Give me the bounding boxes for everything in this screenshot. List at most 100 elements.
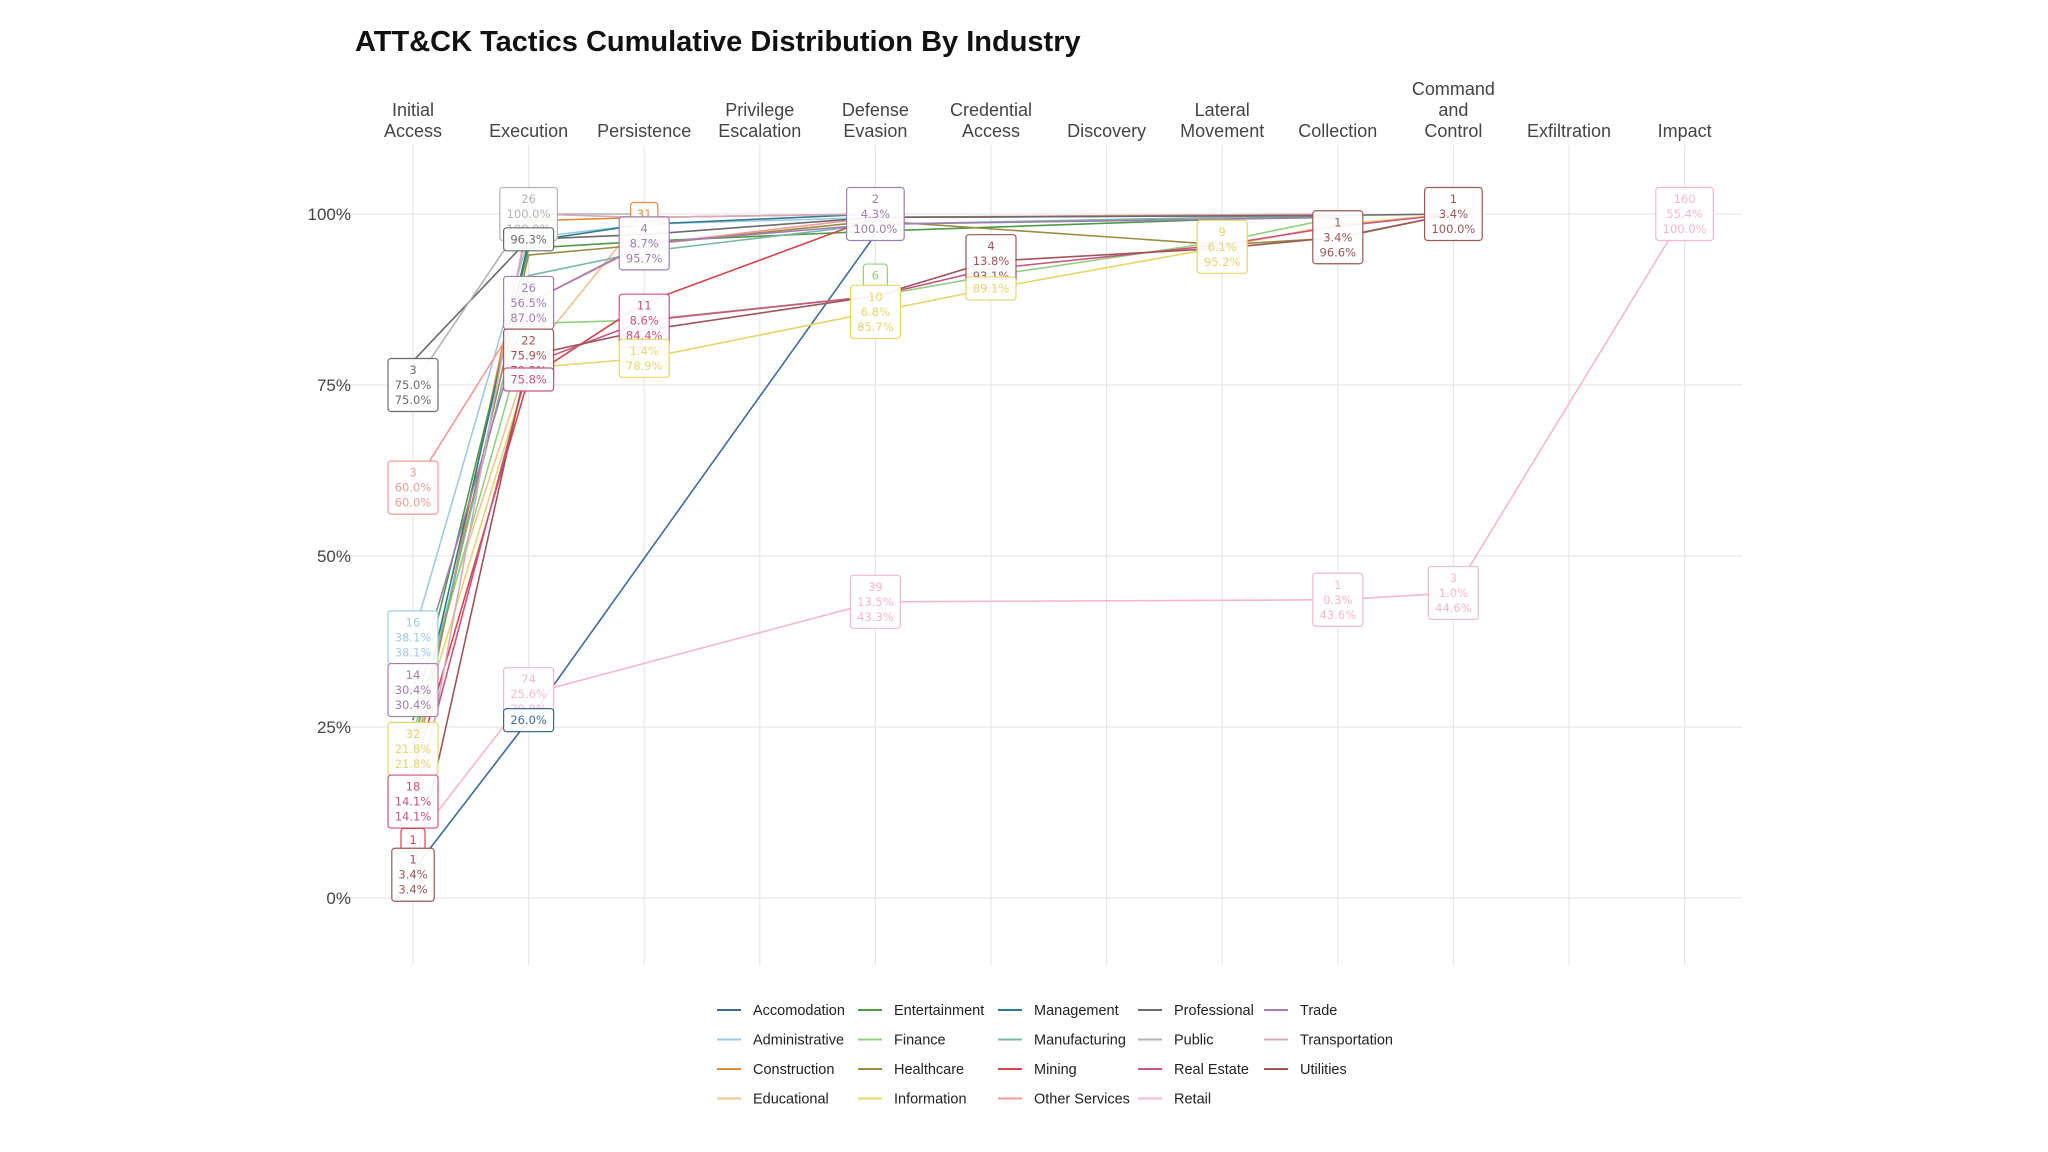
data-label-box bbox=[849, 284, 902, 339]
data-label-text: 32 bbox=[406, 727, 421, 741]
data-label-text: 56.5% bbox=[510, 296, 547, 310]
data-label-text: 60.0% bbox=[395, 496, 432, 510]
x-category-label: Escalation bbox=[718, 121, 801, 141]
y-tick-label: 0% bbox=[326, 889, 351, 908]
legend-label: Information bbox=[894, 1092, 967, 1108]
data-label-text: 1 bbox=[409, 853, 416, 867]
data-label-box bbox=[845, 186, 905, 242]
x-category-label: Access bbox=[962, 121, 1020, 141]
data-label-text: 10 bbox=[868, 290, 883, 304]
legend-item: Healthcare bbox=[858, 1062, 964, 1078]
data-label: 6 bbox=[862, 263, 889, 288]
legend-label: Public bbox=[1174, 1033, 1214, 1049]
data-label-text: 14.1% bbox=[395, 810, 432, 824]
data-label-box bbox=[387, 662, 439, 718]
data-label: 13.4%96.6% bbox=[1312, 210, 1364, 265]
x-category-label: Impact bbox=[1658, 121, 1712, 141]
data-label: 26.0% bbox=[503, 708, 555, 733]
data-label-text: 13.5% bbox=[857, 595, 894, 609]
data-label-text: 75.0% bbox=[395, 378, 432, 392]
series-line bbox=[412, 213, 1454, 875]
x-category-label: Control bbox=[1424, 121, 1482, 141]
data-label-text: 1.4% bbox=[630, 344, 659, 358]
series-line bbox=[412, 213, 1686, 844]
data-label-text: 1 bbox=[409, 833, 416, 847]
data-label-text: 3.4% bbox=[1439, 207, 1468, 221]
data-label-text: 6.1% bbox=[1208, 240, 1237, 254]
series-line bbox=[412, 213, 1454, 762]
data-label-text: 100.0% bbox=[1431, 222, 1475, 236]
legend-item: Real Estate bbox=[1138, 1062, 1249, 1078]
data-label: 1.4%78.9% bbox=[618, 338, 670, 378]
data-label: 13.4%100.0% bbox=[1423, 186, 1483, 242]
data-label: 10.3%43.6% bbox=[1312, 572, 1364, 627]
data-label: 375.0%75.0% bbox=[387, 357, 439, 413]
legend-item: Other Services bbox=[998, 1092, 1130, 1108]
data-label-text: 21.8% bbox=[395, 757, 432, 771]
data-label-text: 38.1% bbox=[395, 645, 432, 659]
data-label-text: 6 bbox=[872, 269, 879, 283]
legend-item: Trade bbox=[1264, 1003, 1337, 1019]
data-label-box bbox=[387, 357, 439, 413]
data-label-text: 3 bbox=[409, 363, 416, 377]
x-category-label: Execution bbox=[489, 121, 568, 141]
data-label-text: 44.6% bbox=[1435, 601, 1472, 615]
data-label-text: 2 bbox=[872, 192, 879, 206]
data-label-text: 8.7% bbox=[630, 236, 659, 250]
x-category-label: Credential bbox=[950, 100, 1032, 120]
legend-item: Educational bbox=[717, 1092, 829, 1108]
data-label-text: 43.6% bbox=[1320, 608, 1357, 622]
legend-item: Management bbox=[998, 1003, 1119, 1019]
legend-label: Management bbox=[1034, 1003, 1119, 1019]
data-label-text: 1 bbox=[1334, 215, 1341, 229]
legend-item: Public bbox=[1138, 1033, 1214, 1049]
y-tick-label: 25% bbox=[317, 718, 351, 737]
data-label-text: 26 bbox=[521, 192, 536, 206]
legend-item: Accomodation bbox=[717, 1003, 845, 1019]
legend-label: Healthcare bbox=[894, 1062, 964, 1078]
data-label-text: 0.3% bbox=[1323, 593, 1352, 607]
data-label-text: 43.3% bbox=[857, 610, 894, 624]
legend-item: Manufacturing bbox=[998, 1033, 1126, 1049]
series-line bbox=[412, 213, 1454, 802]
data-label-text: 22 bbox=[521, 334, 536, 348]
data-label-box bbox=[387, 460, 439, 515]
data-label-text: 75.9% bbox=[510, 349, 547, 363]
x-category-label: Collection bbox=[1298, 121, 1377, 141]
data-label-text: 95.7% bbox=[626, 251, 663, 265]
data-label-text: 96.6% bbox=[1320, 245, 1357, 259]
series-line bbox=[412, 213, 876, 837]
x-category-label: Movement bbox=[1180, 121, 1264, 141]
data-label-text: 9 bbox=[1219, 225, 1226, 239]
legend-label: Administrative bbox=[753, 1033, 844, 1049]
x-category-label: Defense bbox=[842, 100, 909, 120]
x-category-label: Evasion bbox=[843, 121, 907, 141]
legend-label: Utilities bbox=[1300, 1062, 1347, 1078]
x-category-label: Initial bbox=[392, 100, 434, 120]
data-label-box bbox=[391, 847, 435, 902]
data-label-text: 16 bbox=[406, 615, 421, 629]
data-label-text: 30.4% bbox=[395, 683, 432, 697]
data-label-text: 3.4% bbox=[398, 868, 427, 882]
data-label-text: 1 bbox=[1450, 192, 1457, 206]
data-label-text: 100.0% bbox=[1663, 222, 1707, 236]
legend-label: Professional bbox=[1174, 1003, 1254, 1019]
data-label-text: 100.0% bbox=[853, 222, 897, 236]
data-label-text: 6.8% bbox=[861, 305, 890, 319]
data-label-box bbox=[1423, 186, 1483, 242]
data-label-text: 74 bbox=[521, 672, 536, 686]
data-label-box bbox=[503, 367, 555, 392]
data-label-text: 8.6% bbox=[630, 314, 659, 328]
data-label-text: 78.9% bbox=[626, 359, 663, 373]
data-label: 75.8% bbox=[503, 367, 555, 392]
legend-label: Manufacturing bbox=[1034, 1033, 1126, 1049]
data-label-text: 89.1% bbox=[973, 282, 1010, 296]
legend-item: Entertainment bbox=[858, 1003, 984, 1019]
data-label-text: 30.4% bbox=[395, 698, 432, 712]
data-label: 89.1% bbox=[965, 276, 1017, 301]
data-label-text: 96.3% bbox=[510, 232, 547, 246]
